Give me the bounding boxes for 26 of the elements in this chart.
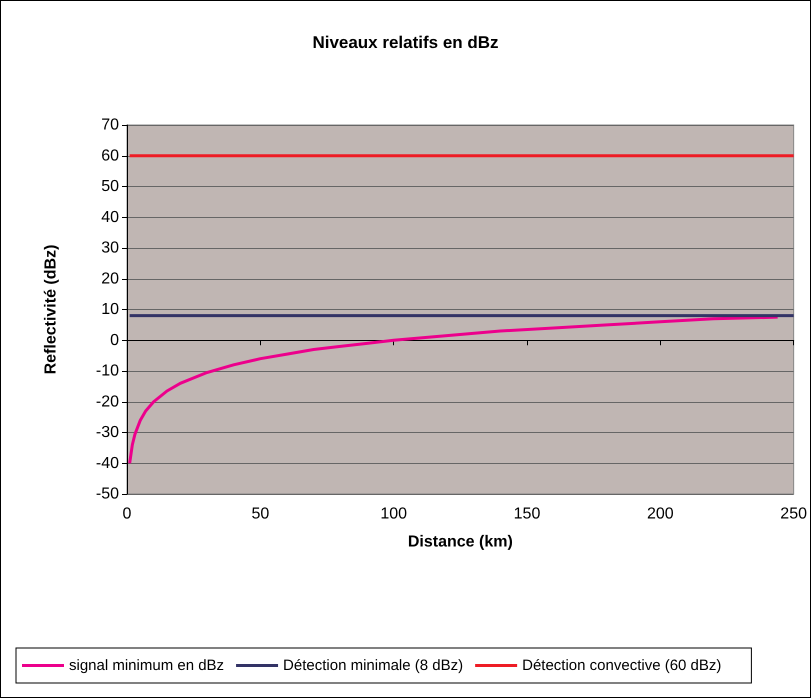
legend-label: Détection convective (60 dBz) xyxy=(522,657,722,674)
y-tick-label: 30 xyxy=(101,240,120,256)
x-tick-label: 200 xyxy=(646,506,674,522)
line-series xyxy=(128,316,780,465)
y-tick-label: -10 xyxy=(96,362,120,380)
legend-label: signal minimum en dBz xyxy=(69,657,224,674)
y-tick-label: -40 xyxy=(96,454,120,472)
y-tick-label: 70 xyxy=(101,116,120,134)
y-tick-label: 40 xyxy=(101,208,120,226)
x-tick-label: 150 xyxy=(514,506,540,522)
x-tick-label: 50 xyxy=(251,506,270,522)
y-tick-label: 20 xyxy=(101,270,120,288)
y-tick-label: 50 xyxy=(101,178,120,195)
legend-label: Détection minimale (8 dBz) xyxy=(283,657,464,674)
y-tick-label: -20 xyxy=(96,393,120,410)
y-tick-label: 0 xyxy=(110,332,120,349)
y-tick-label: 10 xyxy=(101,301,120,318)
y-tick-label: -50 xyxy=(96,486,120,502)
x-tick-label: 100 xyxy=(380,506,408,522)
x-tick-label: 0 xyxy=(122,506,132,522)
y-axis-title: Reflectivité (dBz) xyxy=(42,244,60,374)
y-tick-label: -30 xyxy=(96,424,120,441)
x-tick-label: 250 xyxy=(780,506,808,522)
y-tick-label: 60 xyxy=(101,147,120,164)
chart-title: Niveaux relatifs en dBz xyxy=(312,33,499,52)
x-axis-title: Distance (km) xyxy=(408,534,513,550)
